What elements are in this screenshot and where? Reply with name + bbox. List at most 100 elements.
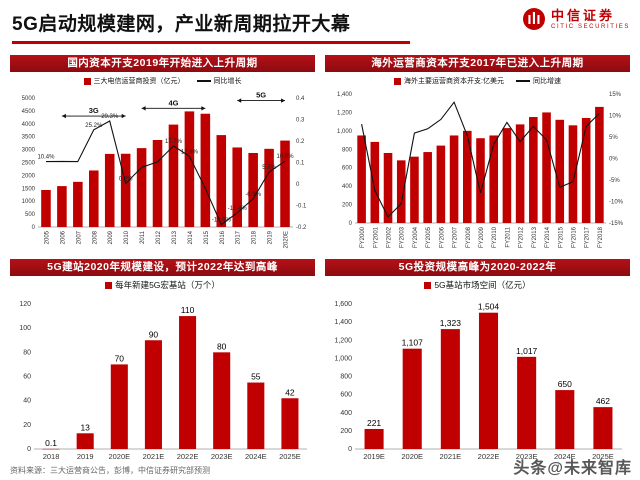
svg-text:0.1: 0.1 (45, 438, 57, 448)
svg-text:2023E: 2023E (211, 452, 233, 461)
svg-text:1000: 1000 (22, 199, 36, 205)
watermark: 头条@未来智库 (513, 460, 632, 477)
legend-5g-investment: 5G基站市场空间（亿元） (325, 278, 630, 292)
svg-text:FY2001: FY2001 (373, 226, 379, 248)
page-title: 5G启动规模建网，产业新周期拉开大幕 (12, 14, 351, 35)
svg-text:17.7%: 17.7% (165, 139, 183, 145)
legend-label: 每年新建5G宏基站（万个） (115, 280, 220, 290)
svg-text:FY2002: FY2002 (387, 226, 393, 248)
svg-text:2021E: 2021E (440, 452, 462, 461)
legend-overseas-capex: 海外主要运营商资本开支:亿美元 同比增速 (325, 74, 630, 88)
svg-text:3000: 3000 (22, 148, 36, 154)
svg-text:13: 13 (80, 422, 90, 432)
svg-text:FY2004: FY2004 (413, 226, 419, 248)
legend-item-bar: 每年新建5G宏基站（万个） (105, 279, 220, 291)
legend-bar-swatch (394, 77, 402, 85)
svg-text:650: 650 (558, 379, 572, 389)
legend-item-line: 同比增长 (196, 76, 242, 86)
svg-text:5000: 5000 (22, 96, 36, 102)
svg-text:FY2000: FY2000 (360, 226, 366, 248)
svg-text:4500: 4500 (22, 109, 36, 115)
panel-5g-investment: 5G投资规模高峰为2020-2022年 5G基站市场空间（亿元） 0 200 400… (325, 259, 630, 463)
svg-text:0.3: 0.3 (296, 118, 305, 124)
svg-text:200: 200 (342, 203, 353, 209)
citic-logo: 中信证券 CITIC SECURITIES (522, 7, 630, 31)
svg-text:5G: 5G (256, 91, 266, 100)
svg-text:1,200: 1,200 (334, 337, 352, 344)
svg-text:462: 462 (596, 396, 610, 406)
svg-text:12.9%: 12.9% (181, 149, 199, 155)
brand-text: 中信证券 CITIC SECURITIES (551, 8, 630, 31)
domestic-capex-chart: 0 500 1000 1500 2000 2500 3000 3500 4000 4500 5000… (10, 88, 315, 253)
svg-text:-18.9%: -18.9% (212, 218, 232, 224)
legend-label: 同比增长 (213, 78, 242, 85)
svg-text:800: 800 (342, 147, 353, 153)
panel-title-5g-basestations: 5G建站2020年规模建设，预计2022年达到高峰 (10, 259, 315, 276)
svg-text:2022E: 2022E (177, 452, 199, 461)
legend-item-line: 同比增速 (515, 76, 561, 86)
svg-text:2009: 2009 (108, 230, 114, 244)
svg-text:4G: 4G (168, 98, 178, 107)
svg-text:FY2007: FY2007 (453, 226, 459, 248)
svg-text:FY2011: FY2011 (505, 226, 511, 247)
svg-text:FY2010: FY2010 (492, 226, 498, 248)
svg-text:2019E: 2019E (363, 452, 385, 461)
svg-text:2017: 2017 (236, 230, 242, 244)
svg-text:FY2008: FY2008 (466, 226, 472, 248)
panel-title-domestic-capex: 国内资本开支2019年开始进入上升周期 (10, 55, 315, 72)
svg-text:2024E: 2024E (245, 452, 267, 461)
svg-text:70: 70 (115, 353, 125, 363)
svg-text:0: 0 (32, 225, 36, 231)
svg-text:2022E: 2022E (478, 452, 500, 461)
svg-text:3G: 3G (89, 106, 99, 115)
svg-text:2019: 2019 (77, 452, 94, 461)
svg-text:2018: 2018 (43, 452, 60, 461)
svg-text:-0.2: -0.2 (296, 225, 307, 231)
svg-text:FY2006: FY2006 (439, 226, 445, 248)
panel-overseas-capex: 海外运营商资本开支2017年已进入上升周期 海外主要运营商资本开支:亿美元 同比增… (325, 55, 630, 253)
svg-text:10.6%: 10.6% (277, 154, 295, 160)
svg-text:90: 90 (149, 329, 159, 339)
svg-text:15%: 15% (609, 92, 622, 98)
svg-text:1,323: 1,323 (440, 318, 462, 328)
svg-text:2025E: 2025E (279, 452, 301, 461)
legend-line-swatch (196, 80, 211, 82)
svg-text:2500: 2500 (22, 161, 36, 167)
svg-text:2008: 2008 (92, 230, 98, 244)
svg-text:0.1: 0.1 (296, 161, 305, 167)
svg-text:800: 800 (340, 374, 352, 381)
svg-text:25.2%: 25.2% (85, 123, 103, 129)
svg-text:FY2017: FY2017 (585, 226, 591, 248)
svg-text:2000: 2000 (22, 173, 36, 179)
svg-text:FY2005: FY2005 (426, 226, 432, 248)
svg-text:0.4: 0.4 (296, 96, 305, 102)
svg-text:FY2003: FY2003 (400, 226, 406, 248)
legend-domestic-capex: 三大电信运营商投资（亿元） 同比增长 (10, 74, 315, 88)
svg-text:10%: 10% (609, 114, 622, 120)
svg-text:29.3%: 29.3% (101, 114, 119, 120)
svg-text:0: 0 (296, 182, 300, 188)
legend-bar-swatch (105, 281, 113, 289)
svg-text:500: 500 (25, 212, 36, 218)
brand-name-en: CITIC SECURITIES (551, 23, 630, 30)
svg-text:FY2018: FY2018 (598, 226, 604, 248)
svg-text:80: 80 (23, 349, 31, 356)
svg-text:2011: 2011 (140, 230, 146, 244)
svg-text:1,107: 1,107 (402, 338, 424, 348)
svg-text:221: 221 (367, 418, 381, 428)
svg-text:FY2016: FY2016 (571, 226, 577, 248)
legend-label: 海外主要运营商资本开支:亿美元 (404, 78, 504, 85)
svg-text:1,000: 1,000 (334, 355, 352, 362)
svg-text:2025E: 2025E (592, 452, 614, 461)
svg-text:0.2%: 0.2% (119, 177, 133, 183)
svg-text:1,504: 1,504 (478, 302, 500, 312)
legend-line-swatch (515, 80, 530, 82)
svg-text:42: 42 (285, 387, 295, 397)
svg-text:5.6%: 5.6% (262, 165, 276, 171)
svg-text:4000: 4000 (22, 122, 36, 128)
svg-text:-6.9%: -6.9% (245, 192, 261, 198)
svg-text:600: 600 (340, 392, 352, 399)
svg-text:2014: 2014 (188, 230, 194, 244)
svg-text:2018: 2018 (252, 230, 258, 244)
svg-text:1,400: 1,400 (334, 319, 352, 326)
